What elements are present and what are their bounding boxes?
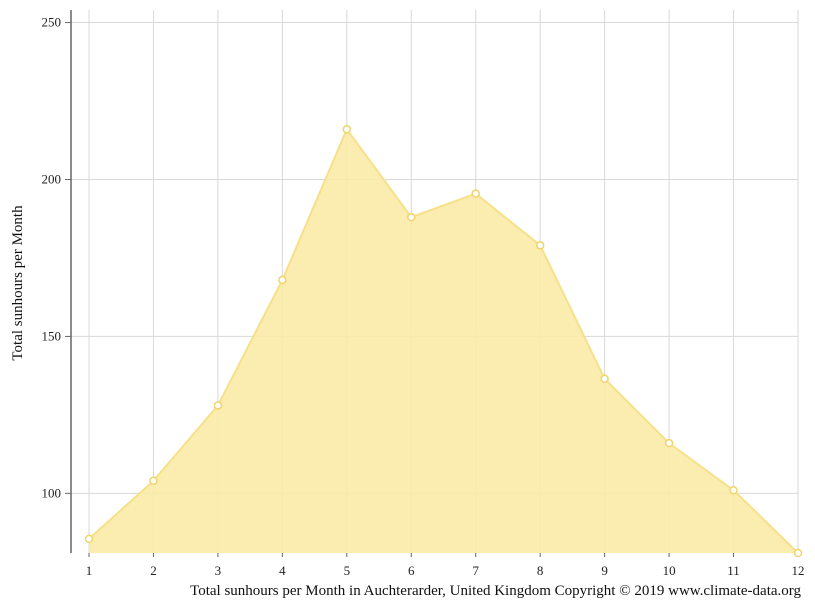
data-point-3	[213, 401, 223, 410]
x-tick-label-6: 6	[408, 563, 415, 578]
data-point-4	[278, 275, 287, 285]
data-point-5	[342, 125, 352, 134]
data-point-1	[84, 534, 94, 544]
data-point-2	[149, 476, 158, 486]
label-layer: Total sunhours per Month 1 2 3 4 5 6 7 8 9 10 11 12…	[10, 15, 805, 578]
data-point-11	[729, 485, 738, 495]
data-point-12	[793, 548, 803, 558]
x-tick-label-5: 5	[344, 563, 351, 578]
x-tick-label-10: 10	[663, 563, 676, 578]
series-line	[88, 127, 799, 554]
data-point-8	[535, 241, 545, 250]
marker-layer	[84, 125, 803, 558]
area-layer	[88, 127, 799, 554]
y-tick-label-100: 100	[42, 485, 62, 500]
y-tick-label-150: 150	[42, 328, 62, 343]
y-tick-label-250: 250	[42, 15, 62, 30]
chart-caption: Total sunhours per Month in Auchterarder…	[190, 583, 801, 599]
y-axis-title: Total sunhours per Month	[10, 205, 26, 361]
x-tick-label-3: 3	[215, 563, 222, 578]
x-tick-label-12: 12	[792, 563, 805, 578]
x-tick-label-1: 1	[86, 563, 93, 578]
x-tick-label-11: 11	[727, 563, 740, 578]
data-point-6	[407, 212, 416, 222]
area-fill	[89, 129, 798, 554]
data-point-10	[664, 438, 674, 448]
x-tick-label-2: 2	[150, 563, 157, 578]
x-tick-label-7: 7	[472, 563, 479, 578]
x-tick-label-9: 9	[601, 563, 608, 578]
data-point-7	[471, 189, 480, 198]
y-tick-label-200: 200	[42, 171, 62, 186]
x-tick-label-8: 8	[537, 563, 544, 578]
x-tick-label-4: 4	[279, 563, 286, 578]
data-point-9	[600, 374, 609, 384]
